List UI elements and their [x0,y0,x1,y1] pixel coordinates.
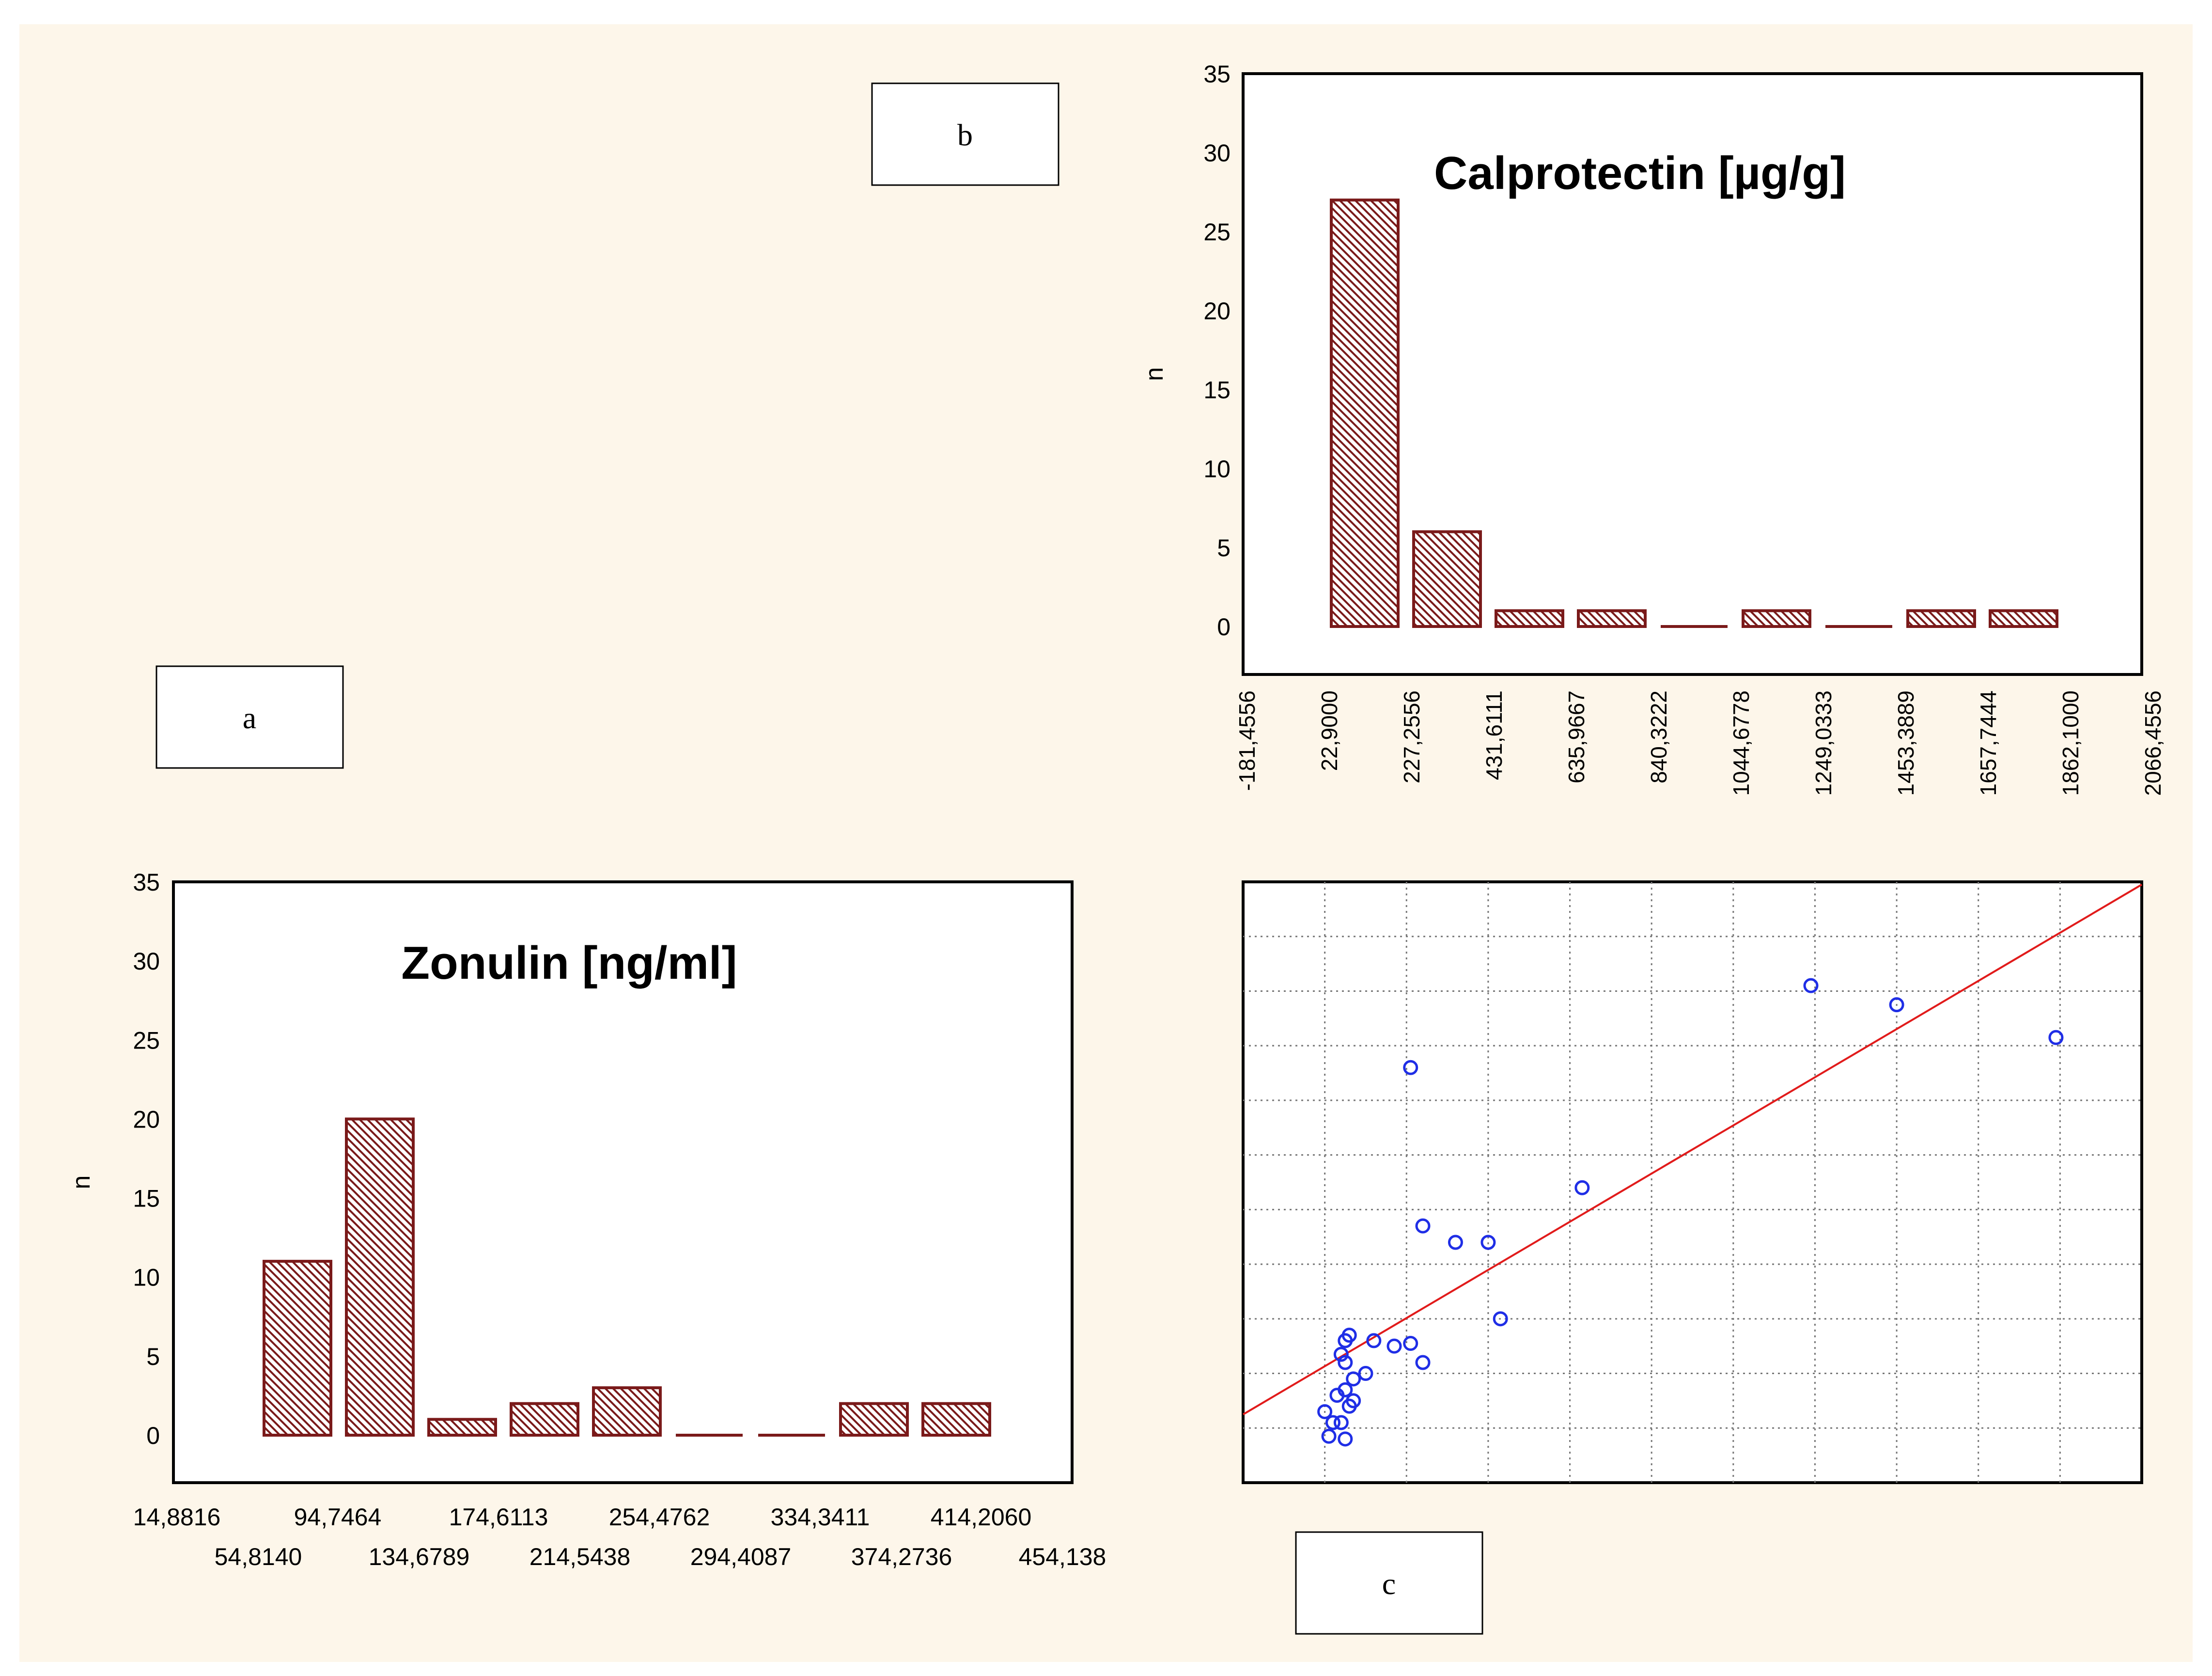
panel-label-a: a [156,665,344,769]
zon-ytick-label: 15 [133,1185,160,1212]
calp-ytick-label: 10 [1203,455,1231,483]
scatter-point [1346,1371,1361,1387]
scatter-point [1329,1388,1345,1403]
scatter-plot-frame [1242,880,2143,1484]
panel-label-c: c [1295,1531,1483,1635]
zonulin-title: Zonulin [ng/ml] [401,937,737,989]
calp-xtick-label: 227,2556 [1399,690,1424,783]
zon-xtick-label: 334,3411 [771,1504,870,1531]
calprotectin-ylabel: n [1140,367,1168,381]
scatter-point [1889,997,1904,1013]
calp-xtick-label: 1657,7444 [1976,690,2001,796]
scatter-point [1346,1393,1361,1409]
zon-bar [345,1117,415,1437]
zon-xtick-label: 134,6789 [369,1543,470,1570]
scatter-point [1338,1355,1353,1370]
calp-xtick-label: 22,9000 [1317,690,1342,771]
zon-bar [263,1260,332,1437]
calp-bar [1495,609,1564,628]
calp-bar [1989,609,2058,628]
zon-xtick-label: 294,4087 [690,1543,792,1570]
zon-xtick-label: 174,6113 [449,1504,548,1531]
scatter-point [1325,1415,1340,1430]
scatter-point [1333,1347,1349,1362]
calp-xtick-label: 1453,3889 [1893,690,1918,796]
calp-ytick-label: 15 [1203,376,1231,404]
zon-xtick-label: 374,2736 [851,1543,952,1570]
scatter-point [1366,1333,1382,1348]
calp-ytick-label: 35 [1203,61,1231,88]
scatter-point [1358,1366,1373,1381]
calp-ytick-label: 0 [1217,613,1231,641]
calprotectin-histogram: Calprotectin [µg/g] n 0 5 10 15 20 25 30 35 -18… [1140,61,2165,796]
scatter-plot [1242,880,2143,1484]
calp-xtick-label: 635,9667 [1564,690,1589,783]
calp-bar [1330,198,1400,628]
zon-xtick-label: 254,4762 [609,1504,710,1531]
calp-xtick-label: 2066,4556 [2140,690,2165,796]
panel-label-c-text: c [1382,1566,1396,1601]
scatter-point [2048,1030,2064,1045]
panel-label-b: b [871,82,1059,186]
calp-xtick-label: 1044,6778 [1729,690,1754,796]
panel-label-b-text: b [957,118,973,152]
zon-bar [592,1386,662,1437]
zon-xtick-label: 214,5438 [530,1543,631,1570]
calp-ytick-label: 25 [1203,219,1231,246]
scatter-point [1338,1431,1353,1447]
scatter-point [1333,1415,1349,1430]
scatter-point [1321,1428,1337,1444]
scatter-point [1480,1235,1496,1250]
scatter-point [1403,1060,1418,1075]
calp-xtick-label: -181,4556 [1234,690,1260,791]
zon-ytick-label: 35 [133,869,160,896]
calp-bar [1412,530,1482,628]
zon-xtick-label: 54,8140 [215,1543,302,1570]
scatter-point [1415,1355,1431,1370]
calprotectin-title: Calprotectin [µg/g] [1434,147,1846,199]
zon-xtick-label: 414,2060 [931,1504,1032,1531]
zon-xtick-label: 94,7464 [294,1504,382,1531]
calp-ytick-label: 5 [1217,534,1231,562]
zon-ytick-label: 5 [146,1343,160,1370]
zon-ytick-label: 25 [133,1027,160,1054]
scatter-point [1448,1235,1463,1250]
scatter-point [1415,1218,1431,1234]
scatter-point [1341,1328,1357,1343]
zon-xtick-label: 454,138 [1019,1543,1106,1570]
calp-xtick-label: 1862,1000 [2058,690,2083,796]
zon-ytick-label: 20 [133,1106,160,1133]
scatter-point [1386,1338,1402,1354]
scatter-point [1317,1404,1333,1419]
scatter-point [1803,978,1819,993]
scatter-point [1403,1336,1418,1351]
calp-bar [1906,609,1976,628]
zon-xtick-label: 14,8816 [133,1504,221,1531]
zonulin-ylabel: n [67,1175,95,1190]
zonulin-histogram: Zonulin [ng/ml] n 0 5 10 15 20 25 30 35 14,8816… [67,869,1106,1570]
zon-bar [427,1418,497,1437]
calp-xtick-label: 840,3222 [1646,690,1671,783]
zon-ytick-label: 10 [133,1264,160,1291]
zon-ytick-label: 0 [146,1422,160,1449]
calp-bar [1742,609,1811,628]
scatter-point [1493,1311,1508,1327]
calp-ytick-label: 30 [1203,140,1231,167]
calp-xtick-label: 431,6111 [1481,690,1507,780]
panel-label-a-text: a [243,701,256,735]
zon-ytick-label: 30 [133,948,160,975]
calp-ytick-label: 20 [1203,298,1231,325]
calp-xtick-label: 1249,0333 [1811,690,1836,796]
scatter-point [1574,1180,1590,1195]
zon-bar [839,1402,909,1437]
scatter-fit-line [1242,883,2143,1415]
calp-bar [1577,609,1647,628]
zon-bar [510,1402,579,1437]
zon-bar [921,1402,991,1437]
